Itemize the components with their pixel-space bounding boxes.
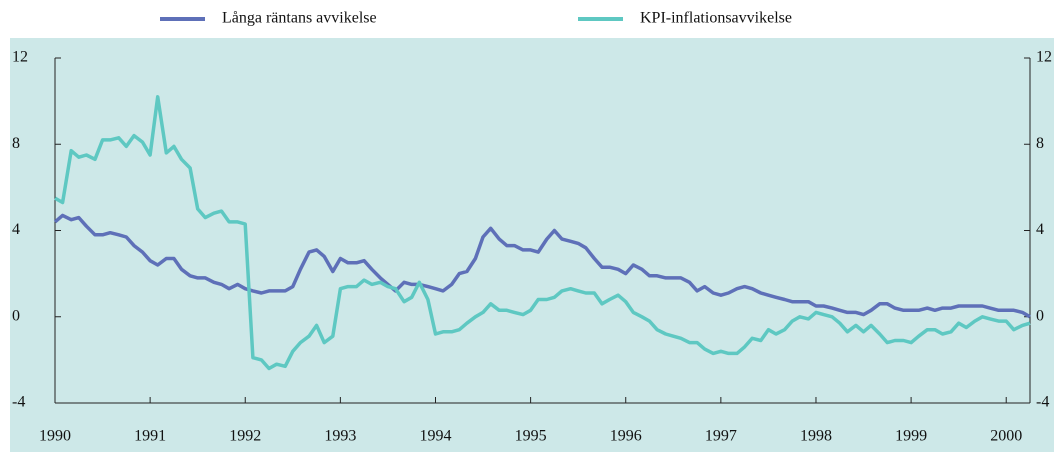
y-tick-label: 0 <box>12 307 20 324</box>
y-tick-label: 12 <box>1036 49 1052 66</box>
x-tick-label: 1997 <box>705 428 737 445</box>
y-tick-label: -4 <box>12 394 25 411</box>
x-tick-label: 1999 <box>895 428 927 445</box>
series-line <box>53 213 1031 319</box>
y-tick-label: 8 <box>12 135 20 152</box>
y-tick-label: -4 <box>1036 394 1049 411</box>
x-tick-label: 1990 <box>39 428 71 445</box>
x-tick-label: 1993 <box>324 428 356 445</box>
y-tick-label: 12 <box>12 49 28 66</box>
series-line <box>54 95 1031 371</box>
x-tick-label: 1996 <box>610 428 642 445</box>
x-tick-label: 1994 <box>419 428 451 445</box>
x-tick-label: 2000 <box>990 428 1022 445</box>
x-tick-label: 1998 <box>800 428 832 445</box>
x-tick-label: 1995 <box>515 428 547 445</box>
legend-label: Långa räntans avvikelse <box>222 10 377 27</box>
x-tick-label: 1992 <box>229 428 261 445</box>
y-tick-label: 4 <box>12 221 20 238</box>
plot-background <box>10 38 1054 452</box>
x-tick-label: 1991 <box>134 428 166 445</box>
legend-label: KPI-inflationsavvikelse <box>640 10 792 27</box>
y-tick-label: 0 <box>1036 307 1044 324</box>
y-tick-label: 8 <box>1036 135 1044 152</box>
y-tick-label: 4 <box>1036 221 1044 238</box>
